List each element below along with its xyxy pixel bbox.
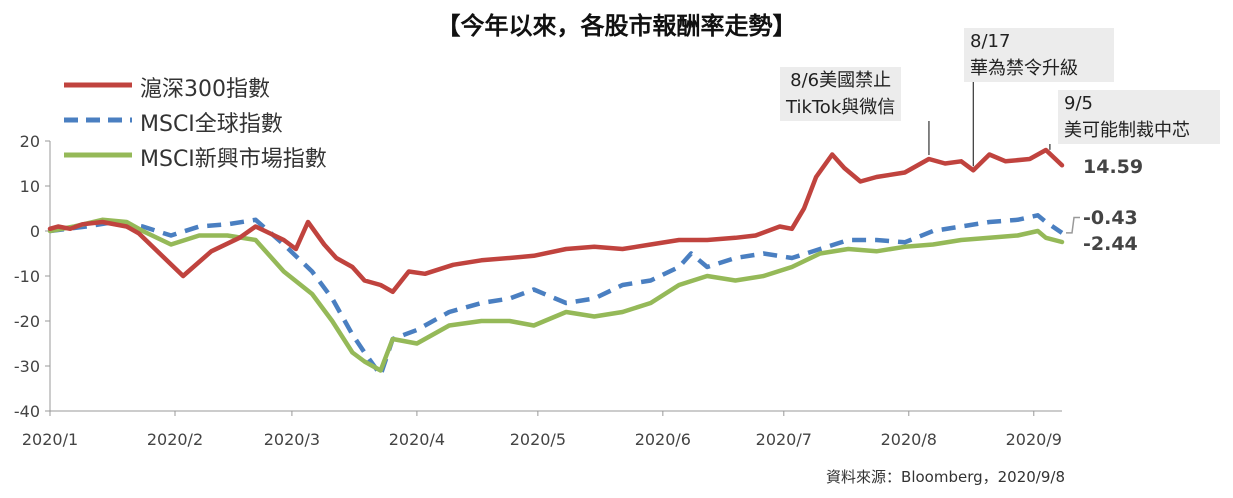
annotation-smic-line1: 9/5 — [1064, 93, 1093, 114]
annotation-huawei-ban: 8/17 華為禁令升級 — [964, 28, 1114, 82]
series-line-msci-em — [47, 217, 1065, 373]
annotation-tiktok-line1: 8/6美國禁止 — [790, 70, 892, 91]
y-tick-label: -20 — [14, 312, 40, 331]
legend-label-msci-world: MSCI全球指數 — [140, 112, 283, 137]
x-tick-label: 2020/2 — [147, 430, 203, 449]
x-tick-label: 2020/5 — [510, 430, 566, 449]
end-label-msci-world: -0.43 — [1083, 207, 1138, 229]
legend-swatch-msci-world — [64, 117, 132, 123]
annotation-huawei-line1: 8/17 — [970, 31, 1011, 52]
series-line-msci-world — [49, 213, 1064, 378]
end-label-msci-em: -2.44 — [1083, 233, 1138, 255]
y-tick-label: -30 — [14, 357, 40, 376]
source-note: 資料來源：Bloomberg，2020/9/8 — [826, 468, 1065, 486]
y-tick-label: 0 — [30, 222, 40, 241]
x-tick-label: 2020/1 — [22, 430, 78, 449]
y-tick-label: -10 — [14, 267, 40, 286]
legend-label-csi300: 滬深300指數 — [140, 77, 270, 102]
y-tick-label: 10 — [20, 177, 40, 196]
x-tick-label: 2020/3 — [264, 430, 320, 449]
legend-label-msci-em: MSCI新興市場指數 — [140, 147, 327, 172]
series-line-csi300 — [47, 147, 1065, 295]
annotation-tiktok-ban: 8/6美國禁止 TikTok與微信 — [780, 67, 902, 121]
chart-title: 【今年以來，各股市報酬率走勢】 — [436, 12, 797, 40]
y-tick-label: 20 — [20, 132, 40, 151]
x-tick-label: 2020/7 — [756, 430, 812, 449]
end-label-csi300: 14.59 — [1083, 156, 1144, 178]
annotation-tiktok-line2: TikTok與微信 — [786, 97, 896, 118]
end-label-leader — [1066, 216, 1080, 234]
y-tick-label: -40 — [14, 402, 40, 421]
annotation-smic-line2: 美可能制裁中芯 — [1064, 120, 1190, 141]
annotation-huawei-line2: 華為禁令升級 — [970, 58, 1078, 79]
legend-swatch-msci-em — [64, 152, 132, 158]
x-tick-label: 2020/8 — [881, 430, 937, 449]
chart-axes: 20 10 0 -10 -20 -30 -40 2020/1 2020/2 2020/3 2020/… — [14, 132, 1062, 449]
chart-lines — [47, 82, 1080, 378]
x-tick-label: 2020/6 — [635, 430, 691, 449]
x-tick-label: 2020/4 — [389, 430, 445, 449]
annotation-smic-sanction: 9/5 美可能制裁中芯 — [1058, 90, 1220, 144]
x-tick-label: 2020/9 — [1006, 430, 1062, 449]
legend-swatch-csi300 — [64, 82, 132, 88]
